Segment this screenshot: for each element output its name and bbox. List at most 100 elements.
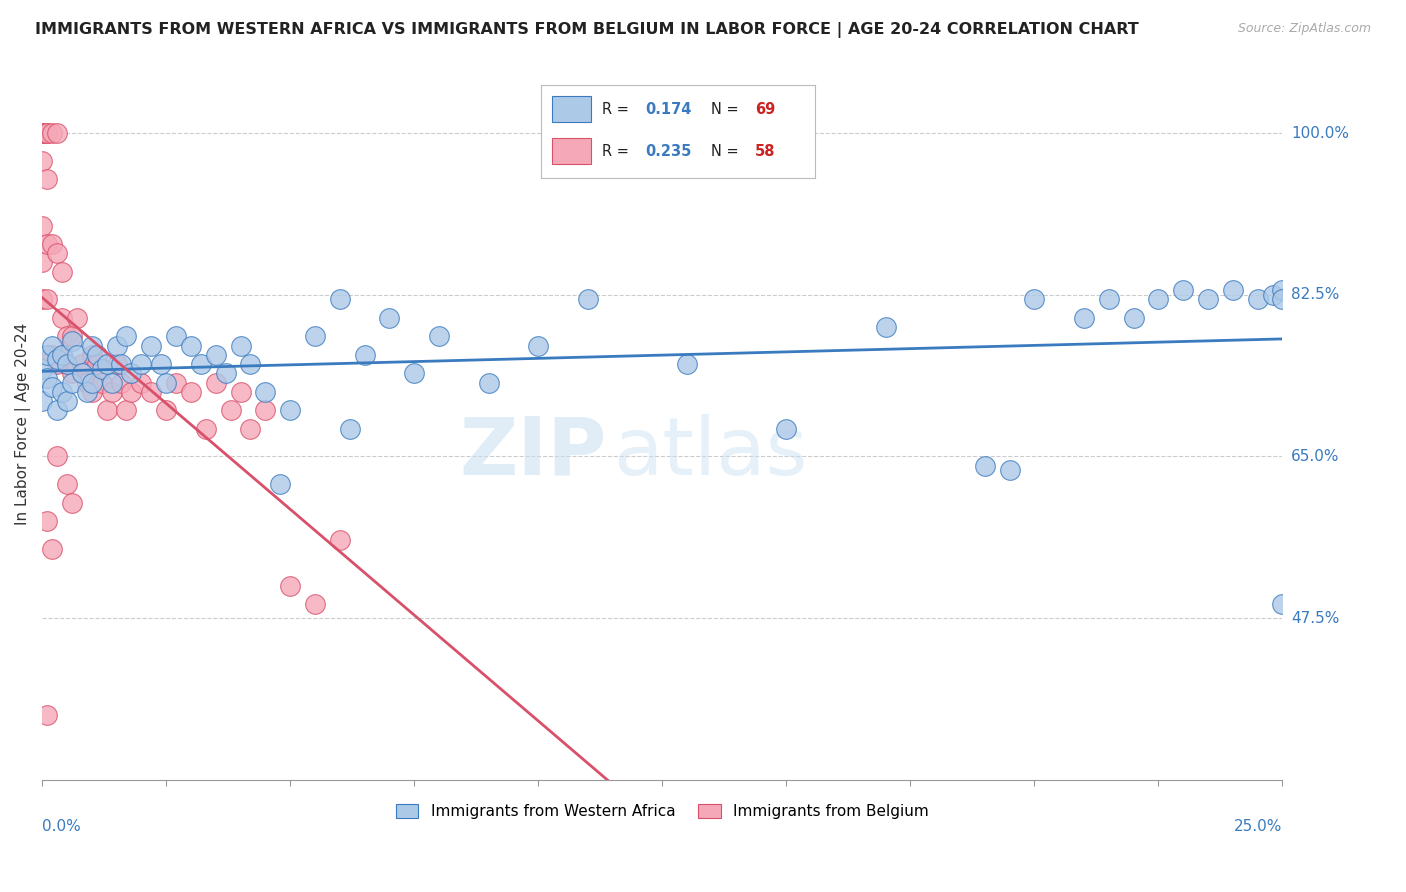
Point (31, 361, 53, 376)
Point (70, 366, 93, 380)
Point (1024, 293, 1046, 307)
Point (329, 533, 352, 547)
Point (204, 376, 226, 390)
Point (56, 357, 79, 371)
Point (155, 403, 177, 417)
Point (1197, 293, 1219, 307)
Point (254, 403, 277, 417)
Point (80, 376, 103, 390)
Point (41, 237, 63, 252)
Point (115, 329, 138, 343)
Point (180, 338, 202, 352)
Point (141, 384, 163, 399)
Point (105, 357, 128, 371)
Legend: Immigrants from Western Africa, Immigrants from Belgium: Immigrants from Western Africa, Immigran… (389, 798, 935, 825)
Point (775, 422, 797, 436)
Point (31, 219, 53, 233)
Point (60, 329, 83, 343)
Point (353, 348, 375, 362)
Point (56, 357, 79, 371)
Point (35, 348, 58, 362)
Point (239, 422, 262, 436)
Text: 47.5%: 47.5% (1291, 610, 1339, 625)
Point (1271, 597, 1294, 611)
Point (1122, 310, 1144, 325)
Point (46, 357, 69, 371)
Point (35, 371, 58, 385)
Point (31, 255, 53, 269)
Point (120, 384, 142, 399)
Point (155, 376, 177, 390)
Point (41, 541, 63, 556)
Point (229, 338, 252, 352)
Text: 58: 58 (755, 144, 776, 159)
Point (329, 293, 352, 307)
Text: 25.0%: 25.0% (1234, 819, 1282, 834)
Point (875, 320, 897, 334)
Point (1222, 283, 1244, 297)
Text: Source: ZipAtlas.com: Source: ZipAtlas.com (1237, 22, 1371, 36)
Point (100, 384, 122, 399)
Point (204, 348, 226, 362)
Point (115, 403, 138, 417)
Point (60, 334, 83, 348)
Point (51, 348, 73, 362)
Text: R =: R = (602, 102, 633, 117)
Point (973, 458, 995, 473)
Point (60, 366, 83, 380)
Point (31, 153, 53, 168)
Point (35, 293, 58, 307)
Point (150, 357, 173, 371)
Point (180, 384, 202, 399)
Point (478, 376, 501, 390)
Text: atlas: atlas (613, 414, 807, 491)
Point (31, 126, 53, 140)
Point (219, 403, 242, 417)
Text: 0.0%: 0.0% (42, 819, 82, 834)
Point (96, 357, 118, 371)
Point (110, 376, 132, 390)
Point (378, 310, 401, 325)
Point (51, 348, 73, 362)
Point (278, 403, 301, 417)
Point (1173, 283, 1195, 297)
Text: N =: N = (711, 144, 744, 159)
Point (70, 357, 93, 371)
Bar (553, 96, 591, 122)
Point (96, 403, 118, 417)
Point (339, 422, 361, 436)
Point (41, 380, 63, 394)
Point (51, 384, 73, 399)
Point (31, 126, 53, 140)
Point (131, 357, 153, 371)
Point (165, 376, 187, 390)
Point (105, 338, 128, 352)
Point (404, 366, 426, 380)
Y-axis label: In Labor Force | Age 20-24: In Labor Force | Age 20-24 (15, 323, 31, 525)
Point (46, 246, 69, 260)
Point (56, 394, 79, 409)
Point (165, 329, 187, 343)
Text: IMMIGRANTS FROM WESTERN AFRICA VS IMMIGRANTS FROM BELGIUM IN LABOR FORCE | AGE 2: IMMIGRANTS FROM WESTERN AFRICA VS IMMIGR… (35, 22, 1139, 38)
Text: R =: R = (602, 144, 633, 159)
Point (76, 376, 98, 390)
Point (141, 338, 163, 352)
Point (31, 126, 53, 140)
Point (35, 237, 58, 252)
Point (51, 265, 73, 279)
Point (269, 477, 291, 491)
Point (90, 361, 112, 376)
Point (35, 172, 58, 186)
Point (60, 495, 83, 509)
Point (215, 366, 238, 380)
Point (1247, 293, 1270, 307)
Point (51, 310, 73, 325)
Point (1261, 287, 1284, 301)
Text: 69: 69 (755, 102, 776, 117)
Point (41, 126, 63, 140)
Text: 0.235: 0.235 (645, 144, 692, 159)
Point (278, 579, 301, 593)
Point (56, 329, 79, 343)
Point (41, 338, 63, 352)
Point (80, 384, 103, 399)
